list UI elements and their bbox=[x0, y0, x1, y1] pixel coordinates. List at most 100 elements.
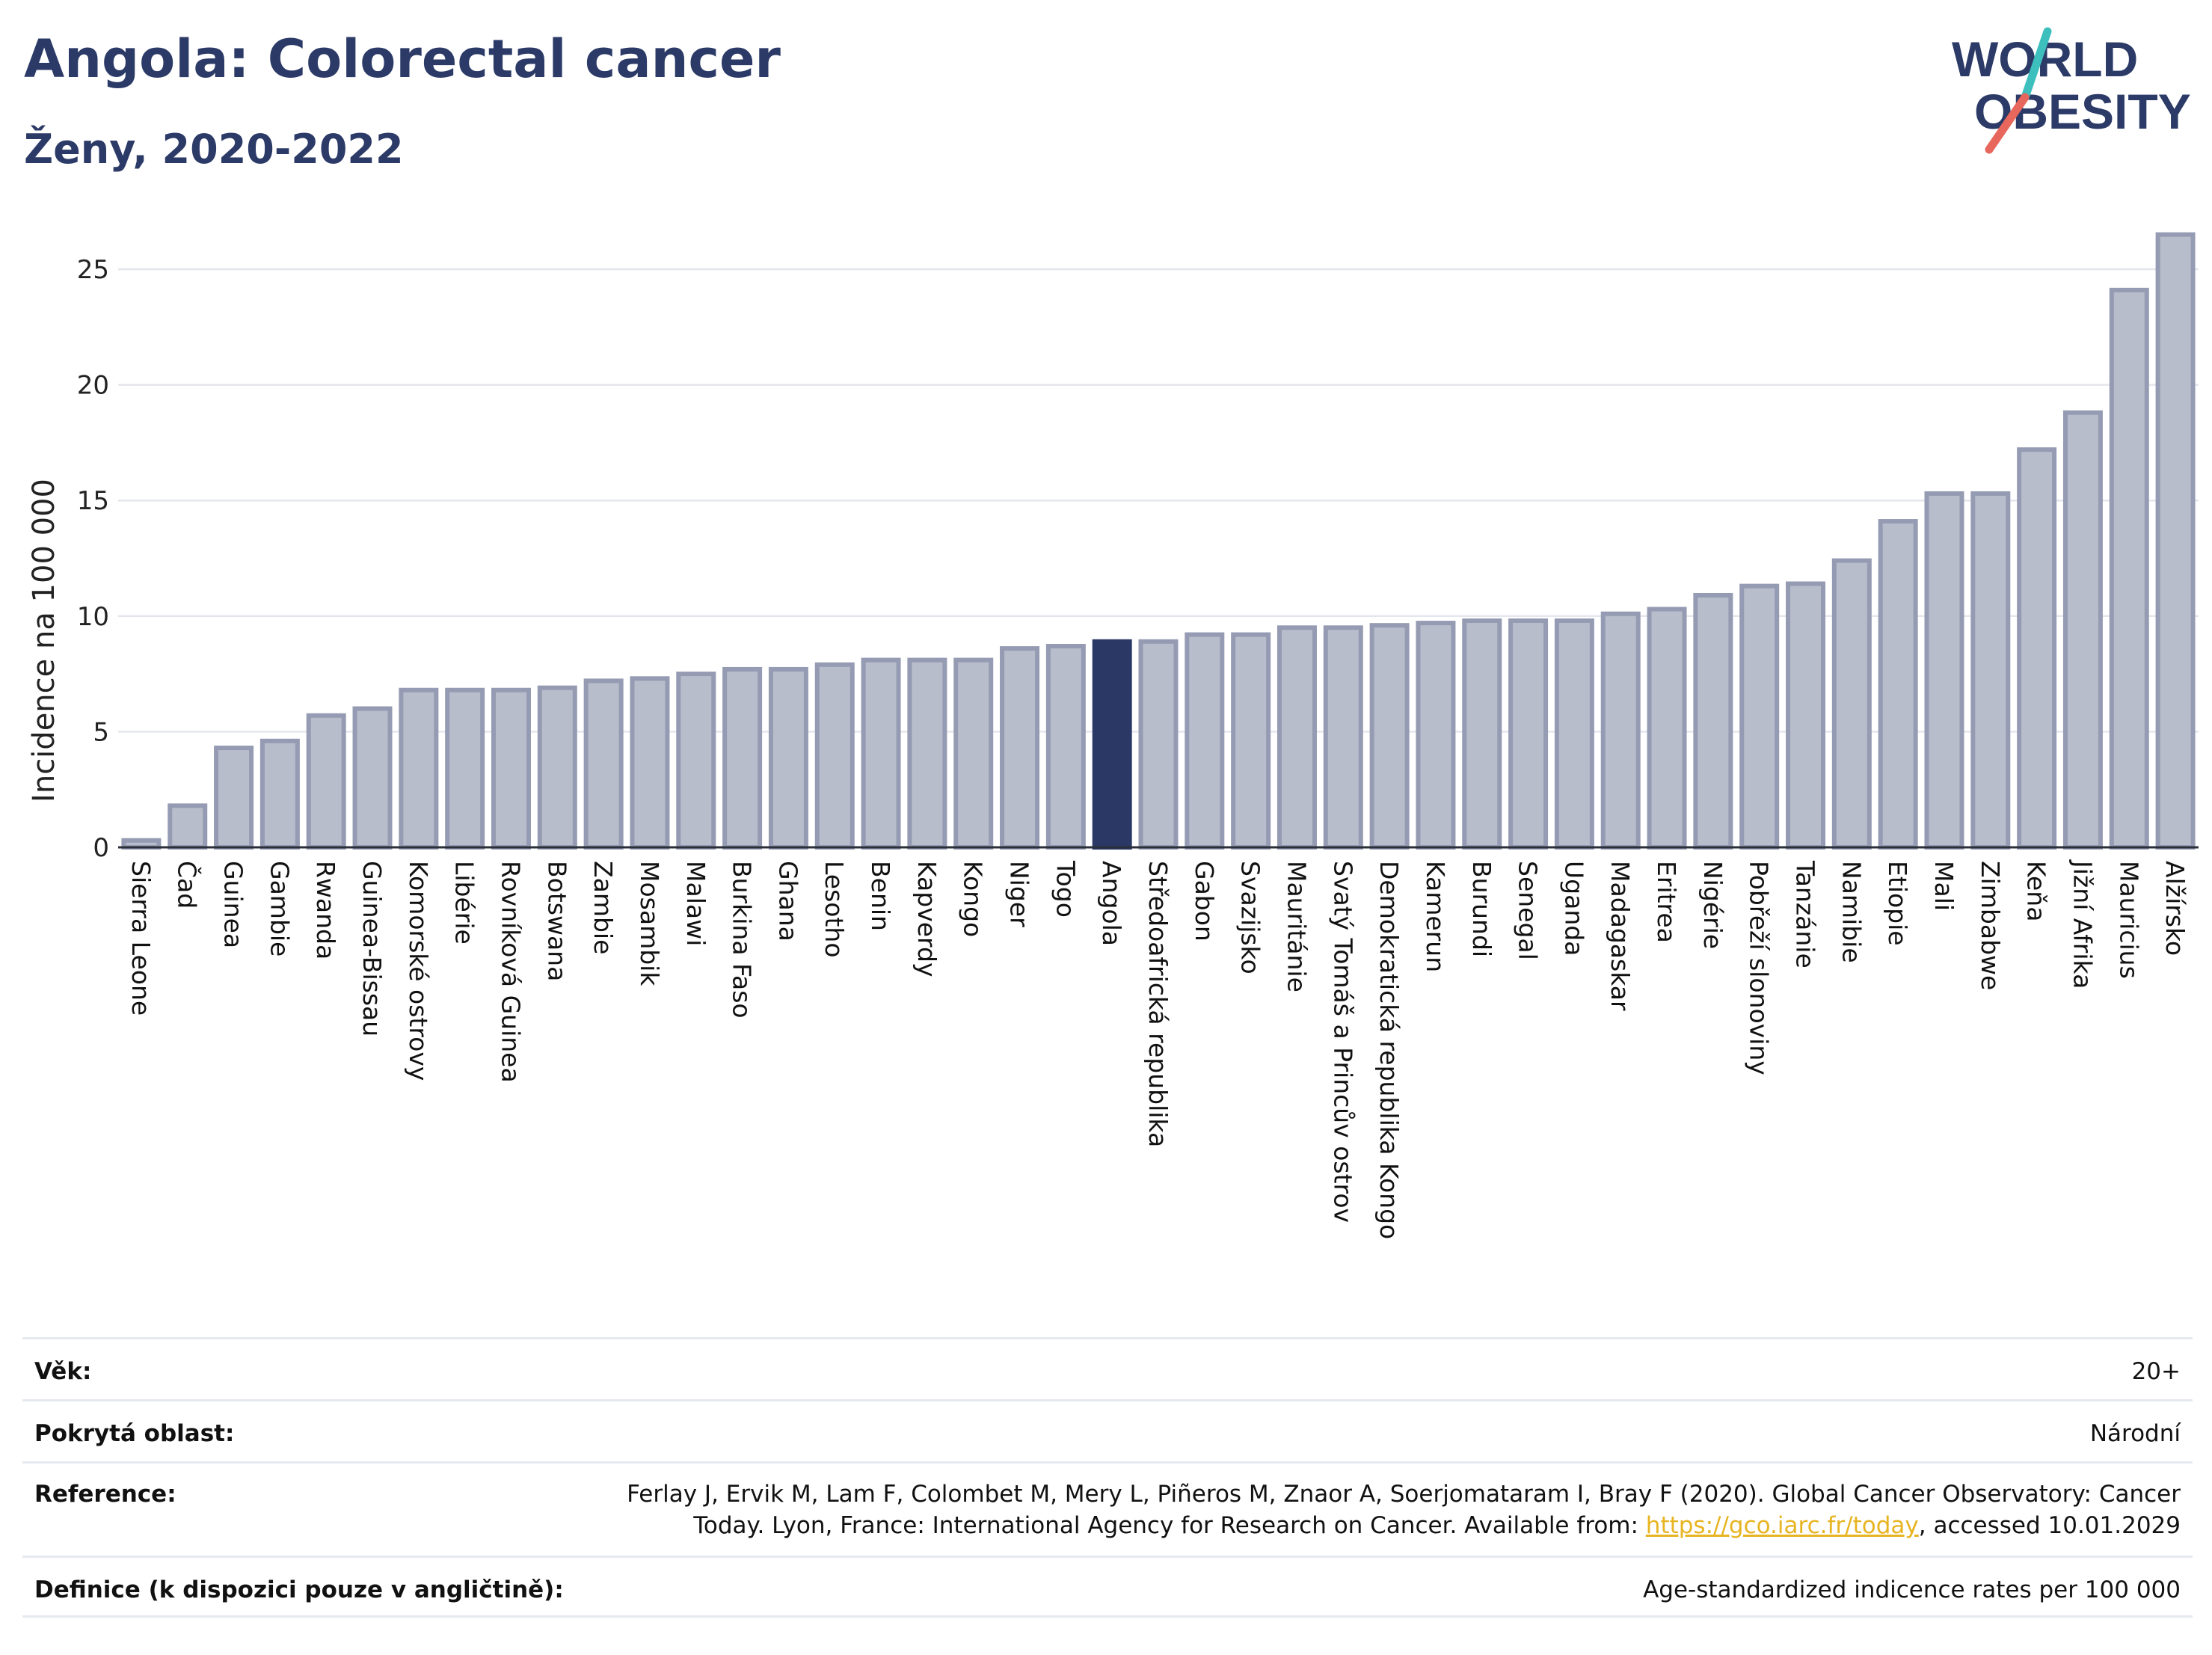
x-tick-label: Jižní Afrika bbox=[2068, 859, 2097, 989]
reference-line-2-end: , accessed 10.01.2029 bbox=[1918, 1512, 2181, 1539]
info-row-age: Věk: 20+ bbox=[22, 1337, 2193, 1399]
bar bbox=[907, 657, 947, 850]
x-tick-label: Mali bbox=[1929, 861, 1958, 911]
x-tick-label: Kamerun bbox=[1421, 861, 1450, 972]
x-tick-label: Mauritánie bbox=[1282, 861, 1311, 992]
logo-slash-red bbox=[1985, 93, 2030, 154]
x-tick-label: Guinea-Bissau bbox=[357, 861, 387, 1037]
y-tick-label: 0 bbox=[93, 833, 109, 863]
bar bbox=[214, 746, 254, 850]
x-tick-label: Středoafrická republika bbox=[1143, 861, 1173, 1147]
bar bbox=[1323, 625, 1363, 850]
bar-chart: 0 5 10 15 20 25 Sierra Leone Čad Guinea Gambie Rw… bbox=[27, 232, 2199, 1239]
x-tick-label: Mosambik bbox=[635, 861, 664, 986]
bar bbox=[491, 687, 531, 850]
bar bbox=[768, 666, 808, 850]
x-tick-label: Namibie bbox=[1837, 861, 1866, 963]
bar bbox=[1693, 592, 1733, 850]
bar bbox=[2155, 232, 2196, 850]
reference-line-2-start: Today. Lyon, France: International Agenc… bbox=[693, 1512, 1646, 1539]
bar bbox=[1138, 639, 1179, 850]
bar bbox=[537, 685, 577, 850]
x-tick-label: Niger bbox=[1005, 861, 1034, 927]
definition-value: Age-standardized indicence rates per 100… bbox=[1643, 1576, 2181, 1603]
x-tick-label: Sierra Leone bbox=[126, 861, 156, 1016]
bar bbox=[1554, 618, 1594, 850]
bar bbox=[445, 687, 485, 850]
bar bbox=[1508, 618, 1549, 850]
bar bbox=[722, 666, 763, 850]
bar bbox=[1416, 621, 1456, 850]
x-tick-label: Nigérie bbox=[1698, 861, 1727, 949]
x-tick-label: Lesotho bbox=[820, 861, 849, 958]
bar bbox=[259, 738, 300, 850]
definition-label: Definice (k dispozici pouze v angličtině… bbox=[34, 1576, 564, 1603]
bar bbox=[583, 678, 624, 850]
bar bbox=[168, 803, 208, 850]
x-tick-label: Eritrea bbox=[1652, 861, 1681, 943]
info-table: Věk: 20+ Pokrytá oblast: Národní Referen… bbox=[22, 1337, 2193, 1618]
bar bbox=[953, 657, 994, 850]
logo-slash-teal bbox=[2021, 27, 2052, 102]
x-tick-label: Zambie bbox=[589, 861, 618, 954]
bar bbox=[1369, 623, 1410, 850]
reference-link[interactable]: https://gco.iarc.fr/today bbox=[1645, 1512, 1919, 1539]
x-tick-label: Gambie bbox=[265, 861, 294, 957]
x-tick-label: Senegal bbox=[1514, 861, 1543, 960]
x-tick-label: Demokratická republika Kongo bbox=[1374, 861, 1404, 1239]
x-tick-label: Svazijsko bbox=[1236, 861, 1265, 974]
x-tick-label: Čad bbox=[173, 861, 203, 909]
bar bbox=[1831, 558, 1872, 850]
bar bbox=[1739, 583, 1780, 850]
x-tick-label: Tanzánie bbox=[1791, 860, 1820, 968]
age-value: 20+ bbox=[2131, 1358, 2181, 1385]
x-tick-label: Libérie bbox=[450, 861, 479, 945]
bar bbox=[814, 662, 855, 850]
x-tick-label: Keňa bbox=[2022, 861, 2051, 921]
x-tick-label: Uganda bbox=[1559, 861, 1588, 956]
chart-subtitle: Ženy, 2020-2022 bbox=[24, 126, 404, 173]
logo-word-obesity: OBESITY bbox=[1974, 84, 2191, 139]
reference-value: Ferlay J, Ervik M, Lam F, Colombet M, Me… bbox=[627, 1479, 2181, 1541]
x-tick-label: Malawi bbox=[681, 861, 710, 946]
bar bbox=[1924, 491, 1964, 850]
y-tick-label: 20 bbox=[77, 371, 109, 401]
bar bbox=[2109, 287, 2149, 850]
x-tick-label: Madagaskar bbox=[1606, 861, 1635, 1011]
bar bbox=[1000, 646, 1040, 850]
bars bbox=[121, 232, 2196, 850]
x-tick-label: Rwanda bbox=[311, 861, 340, 959]
area-label: Pokrytá oblast: bbox=[34, 1420, 235, 1447]
x-tick-label: Burundi bbox=[1467, 861, 1496, 957]
y-tick-label: 25 bbox=[77, 255, 109, 285]
x-tick-label: Ghana bbox=[773, 861, 802, 942]
bar bbox=[630, 676, 670, 850]
y-axis-title: Incidence na 100 000 bbox=[27, 479, 61, 802]
x-tick-label: Pobřeží slonoviny bbox=[1745, 861, 1774, 1075]
bar bbox=[1786, 581, 1826, 850]
chart-title: Angola: Colorectal cancer bbox=[24, 28, 781, 90]
x-tick-label: Rovníková Guinea bbox=[496, 861, 525, 1083]
info-row-reference: Reference: Ferlay J, Ervik M, Lam F, Col… bbox=[22, 1461, 2193, 1556]
bar bbox=[1647, 607, 1687, 850]
info-row-definition: Definice (k dispozici pouze v angličtině… bbox=[22, 1556, 2193, 1618]
x-tick-label: Togo bbox=[1051, 860, 1080, 918]
bar bbox=[352, 706, 393, 850]
x-tick-label: Kongo bbox=[959, 861, 988, 937]
x-tick-label: Guinea bbox=[219, 861, 248, 948]
bar bbox=[1185, 632, 1225, 850]
reference-label: Reference: bbox=[34, 1481, 176, 1508]
x-tick-label: Komorské ostrovy bbox=[404, 861, 433, 1081]
bar bbox=[399, 687, 439, 850]
bar bbox=[861, 657, 901, 850]
x-tick-label: Alžírsko bbox=[2160, 861, 2190, 956]
info-row-area: Pokrytá oblast: Národní bbox=[22, 1399, 2193, 1461]
bar bbox=[1462, 618, 1502, 850]
reference-line-1: Ferlay J, Ervik M, Lam F, Colombet M, Me… bbox=[627, 1481, 2181, 1508]
world-obesity-logo: WORLD OBESITY bbox=[1952, 27, 2191, 154]
bar bbox=[1045, 643, 1086, 850]
bar bbox=[1600, 611, 1641, 850]
bar bbox=[306, 713, 346, 850]
bar bbox=[676, 672, 716, 850]
x-tick-label: Mauricius bbox=[2114, 861, 2143, 979]
